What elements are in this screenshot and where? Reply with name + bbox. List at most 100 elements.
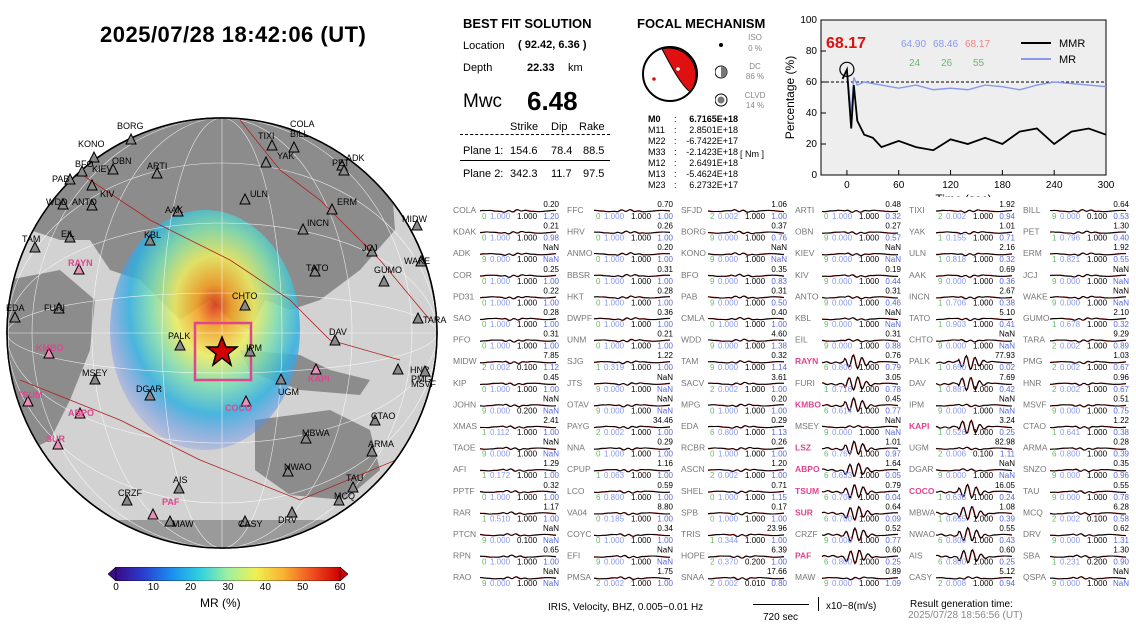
variance-value: NaN xyxy=(771,243,787,252)
x-tick-label: 180 xyxy=(994,180,1011,191)
station-name: COYC xyxy=(567,529,592,539)
station-name: TAOE xyxy=(453,443,476,453)
globe-outline xyxy=(6,117,438,549)
mask-flag: 6 xyxy=(824,514,829,523)
variance-value: 0.31 xyxy=(885,330,901,339)
station-marker-icon xyxy=(333,493,345,506)
moment-value: 2.8501E+18 xyxy=(689,125,738,135)
amp-ratio: 0.78 xyxy=(885,385,901,394)
waveform-cell: SACV 3.61 2 0.002 1.000 1.00 xyxy=(681,373,788,394)
station-label: TARA xyxy=(423,315,446,325)
observed-trace xyxy=(594,273,671,278)
observed-trace xyxy=(593,295,671,300)
station-label: FURI xyxy=(44,303,65,313)
station-marker-icon xyxy=(239,514,251,527)
mask-flag: 9 xyxy=(1052,579,1057,588)
observed-trace xyxy=(479,554,557,558)
waveform-cell: UGM 82.98 2 0.006 0.100 1.11 xyxy=(909,438,1016,459)
weight-b: 1.000 xyxy=(859,385,880,394)
weight-b: 1.000 xyxy=(745,234,766,243)
amp-ratio: 0.50 xyxy=(771,298,787,307)
col-rake: Rake xyxy=(579,121,605,133)
observed-trace xyxy=(708,490,785,494)
variance-value: 0.21 xyxy=(657,330,673,339)
amp-ratio: 1.00 xyxy=(657,471,673,480)
station-name: MPG xyxy=(681,399,700,409)
station-name: MIDW xyxy=(453,356,477,366)
variance-value: 0.31 xyxy=(885,286,901,295)
weight-a: 0.000 xyxy=(1060,406,1081,415)
amp-ratio: 1.00 xyxy=(657,298,673,307)
weight-b: 1.000 xyxy=(859,363,880,372)
waveform-cell: KIEV NaN 9 0.000 1.000 NaN xyxy=(795,243,901,264)
waveform-cell: PALK 77.93 1 0.650 1.000 0.02 xyxy=(909,351,1016,372)
amp-ratio: 0.98 xyxy=(543,234,559,243)
weight-b: 1.000 xyxy=(631,298,652,307)
amp-ratio: 1.00 xyxy=(543,493,559,502)
observed-trace xyxy=(479,446,556,451)
amp-ratio: 1.00 xyxy=(771,385,787,394)
station-name: KAPI xyxy=(909,421,929,431)
weight-b: 0.200 xyxy=(517,406,538,415)
waveform-cell: CHTO NaN 9 0.000 1.000 NaN xyxy=(909,330,1015,351)
weight-b: 1.000 xyxy=(973,428,994,437)
observed-trace xyxy=(936,576,1013,580)
station-name: ANTO xyxy=(795,291,819,301)
station-name: RAYN xyxy=(795,356,818,366)
plane2-strike: 342.3 xyxy=(510,168,538,180)
amp-ratio: 1.15 xyxy=(771,493,787,502)
observed-trace xyxy=(821,505,899,521)
weight-a: 0.796 xyxy=(1060,234,1081,243)
station-name: UGM xyxy=(909,443,929,453)
weight-b: 1.000 xyxy=(631,514,652,523)
mask-flag: 6 xyxy=(824,363,829,372)
mask-flag: 6 xyxy=(710,428,715,437)
variance-value: NaN xyxy=(885,416,901,425)
weight-a: 0.002 xyxy=(1060,342,1081,351)
station-marker-icon xyxy=(43,346,55,359)
observed-trace xyxy=(594,230,671,234)
weight-b: 1.000 xyxy=(517,320,538,329)
mask-flag: 1 xyxy=(482,428,487,437)
weight-b: 1.000 xyxy=(973,363,994,372)
station-name: COCO xyxy=(909,486,935,496)
station-name: RPN xyxy=(453,551,471,561)
amp-ratio: 0.80 xyxy=(771,579,787,588)
variance-value: 1.17 xyxy=(543,502,559,511)
weight-a: 1.000 xyxy=(604,536,625,545)
observed-trace xyxy=(707,209,784,213)
station-name: PFO xyxy=(453,335,471,345)
station-label: TIXI xyxy=(258,131,275,141)
station-name: EIL xyxy=(795,335,808,345)
amp-ratio: 0.39 xyxy=(1113,450,1129,459)
weight-a: 0.678 xyxy=(1060,320,1081,329)
y-tick-label: 40 xyxy=(806,108,818,119)
variance-value: 0.22 xyxy=(543,286,559,295)
weight-a: 0.112 xyxy=(490,428,510,437)
mask-flag: 1 xyxy=(938,234,943,243)
weight-b: 1.000 xyxy=(631,234,652,243)
observed-trace xyxy=(822,274,899,278)
observed-trace xyxy=(1049,576,1127,580)
weight-a: 0.000 xyxy=(604,558,625,567)
station-label: EDA xyxy=(6,303,25,313)
mask-flag: 1 xyxy=(710,536,715,545)
variance-value: 0.64 xyxy=(1113,200,1129,209)
mask-flag: 2 xyxy=(1052,342,1057,351)
variance-value: 0.89 xyxy=(885,567,901,576)
station-marker-icon xyxy=(347,480,359,493)
weight-b: 1.000 xyxy=(631,558,652,567)
station-marker-icon xyxy=(275,372,287,385)
station-name: PD31 xyxy=(453,291,475,301)
waveform-cell: TARA 9.29 2 0.002 1.000 0.89 xyxy=(1023,330,1130,351)
weight-a: 0.903 xyxy=(946,320,967,329)
variance-value: 1.16 xyxy=(657,459,673,468)
amp-ratio: 1.00 xyxy=(657,363,673,372)
station-label: EIL xyxy=(61,229,75,239)
mask-flag: 6 xyxy=(824,471,829,480)
station-marker-icon xyxy=(29,240,41,253)
variance-value: 0.19 xyxy=(885,265,901,274)
variance-value: 2.41 xyxy=(543,416,559,425)
observed-trace xyxy=(707,381,785,386)
